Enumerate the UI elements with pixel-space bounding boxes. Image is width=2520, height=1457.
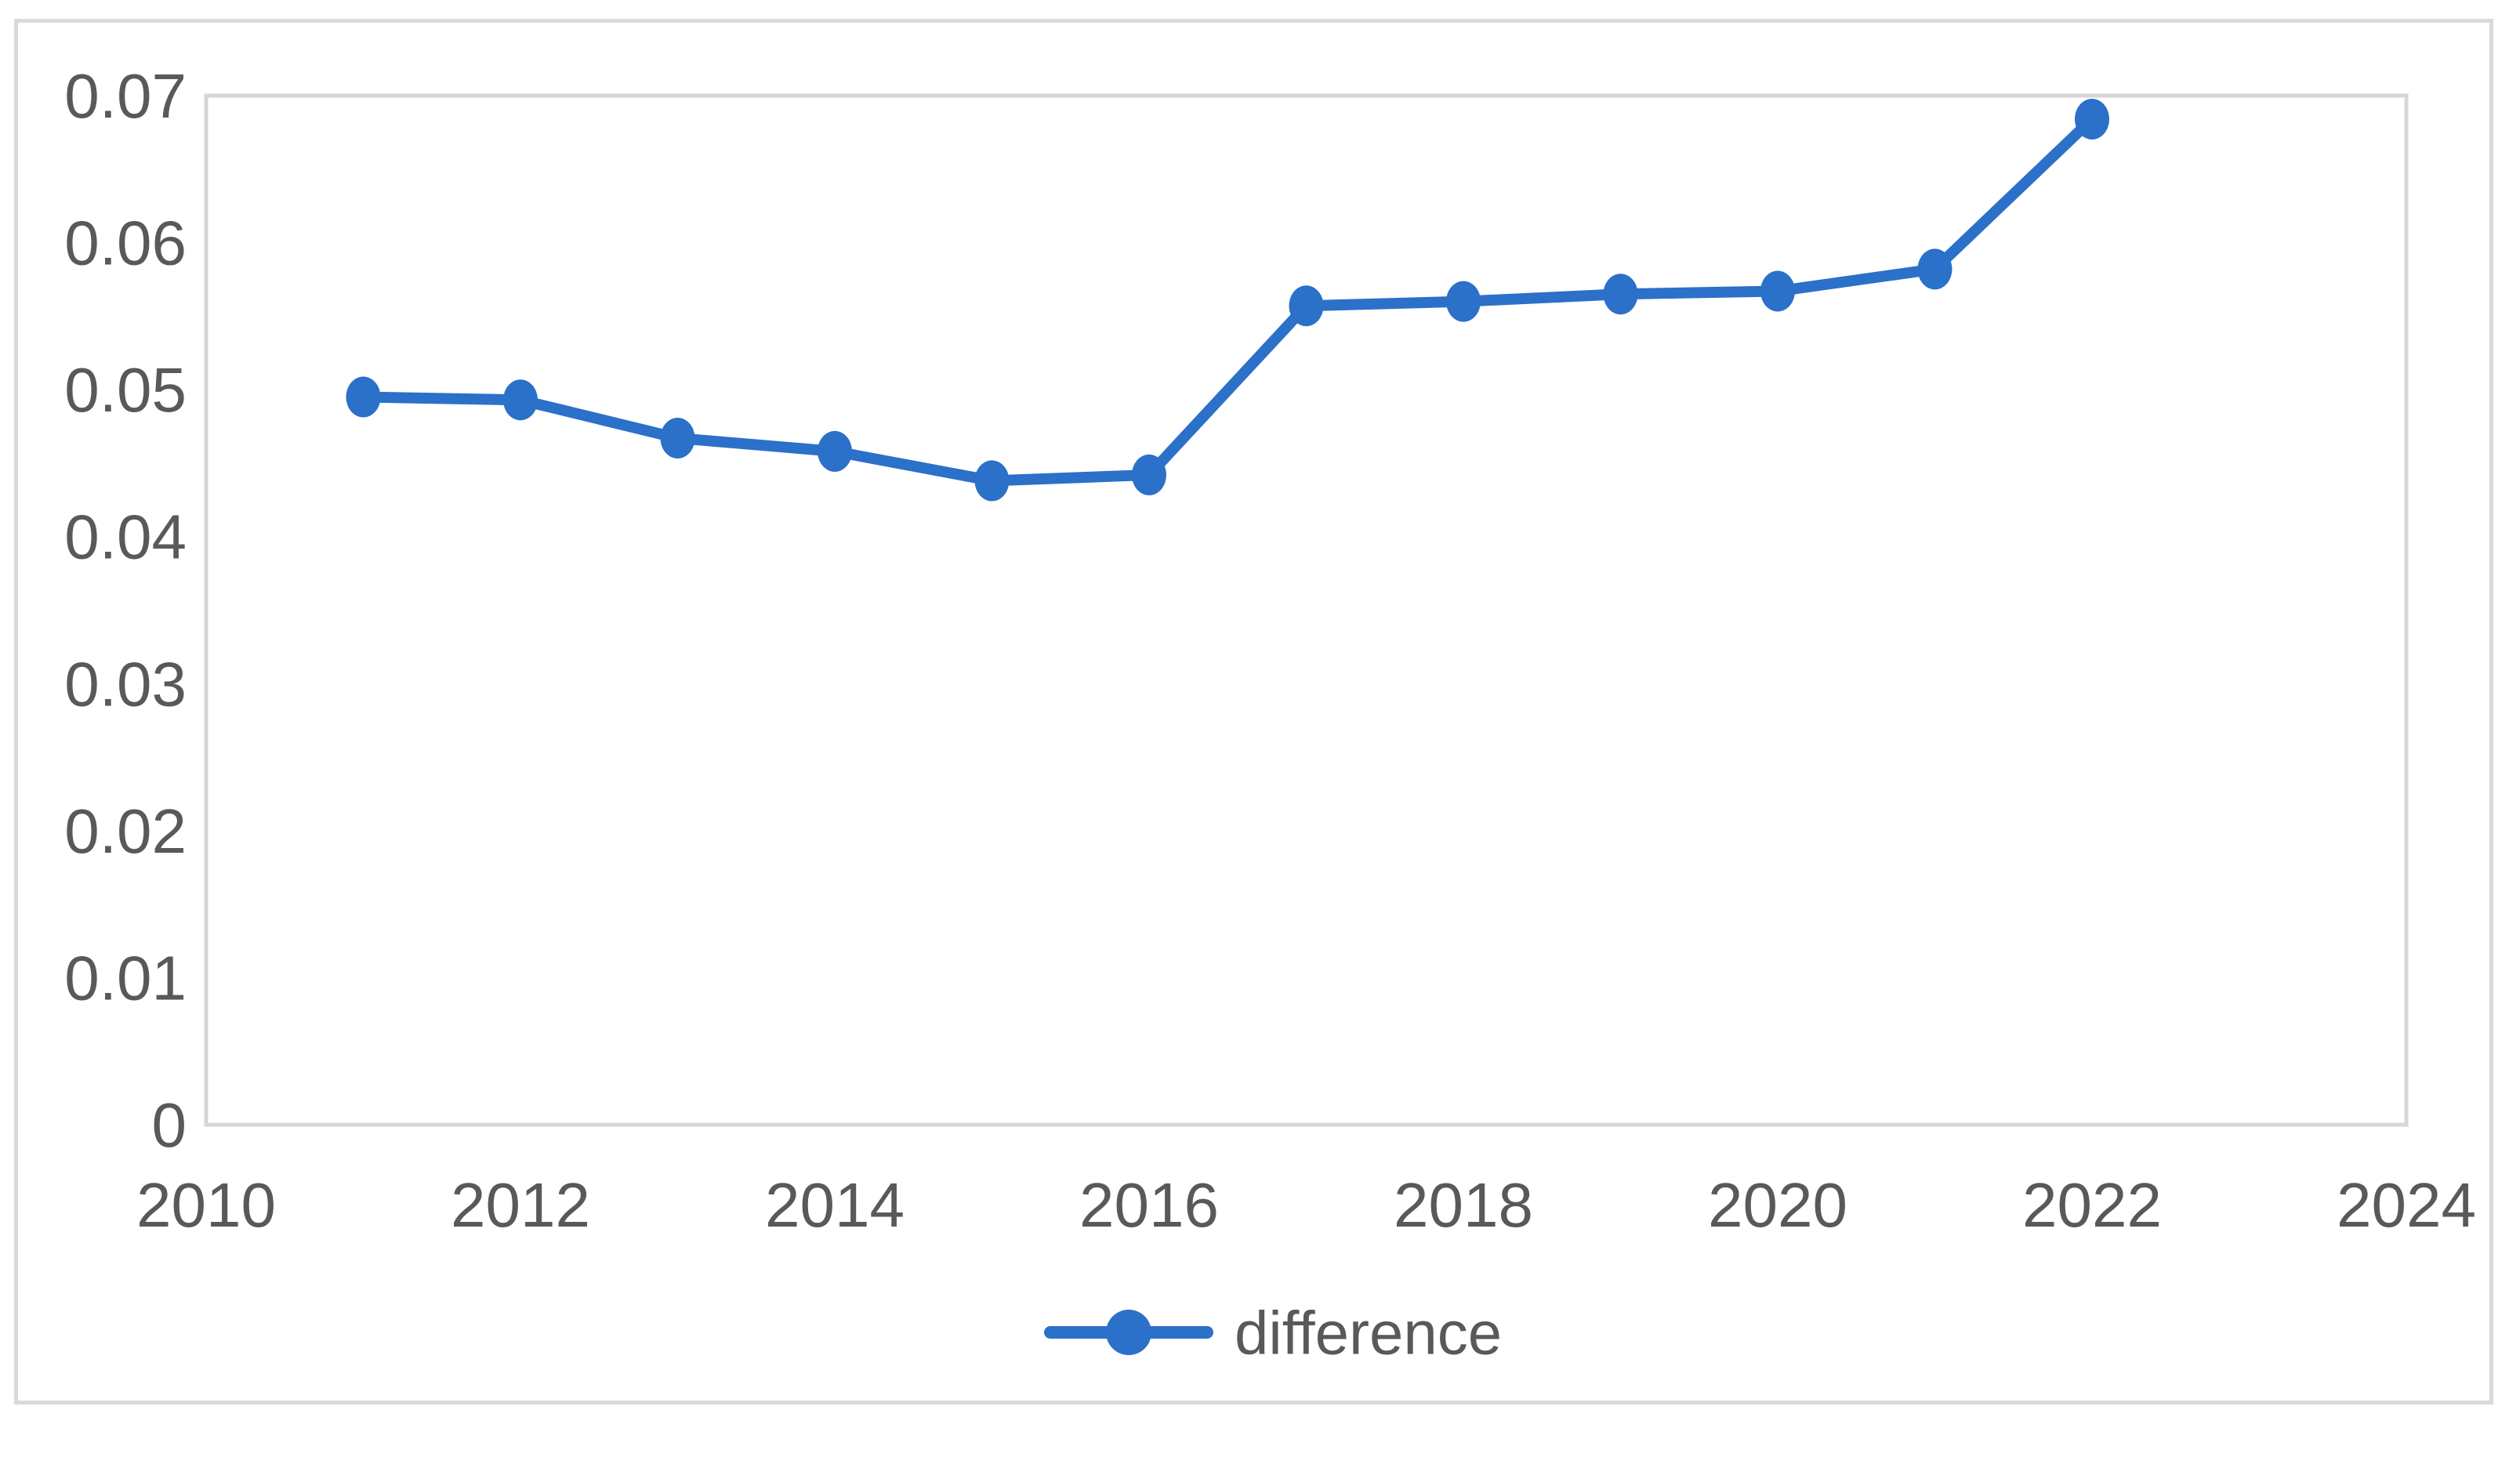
chart-outer-border [14, 19, 2493, 1404]
x-tick-label-2010: 2010 [136, 1170, 276, 1240]
y-axis-tick-labels: 0 0.01 0.02 0.03 0.04 0.05 0.06 0.07 [64, 61, 187, 1160]
data-point-2022 [2075, 99, 2109, 140]
legend-label: difference [1235, 1298, 1502, 1367]
data-point-2020 [1760, 270, 1795, 312]
x-tick-label-2020: 2020 [1708, 1170, 1847, 1240]
series-line [357, 114, 2098, 487]
y-tick-label-0: 0 [152, 1090, 187, 1160]
data-point-2013 [660, 418, 695, 459]
data-point-2018 [1446, 281, 1481, 322]
difference-series [346, 99, 2109, 502]
data-point-2014 [818, 430, 852, 472]
y-tick-label-0.02: 0.02 [64, 796, 187, 866]
plot-area-border [204, 93, 2409, 1127]
y-tick-label-0.05: 0.05 [64, 355, 187, 425]
x-axis-tick-labels: 2010 2012 2014 2016 2018 2020 2022 2024 [136, 1170, 2476, 1240]
data-point-2016 [1132, 454, 1166, 495]
y-tick-label-0.04: 0.04 [64, 502, 187, 572]
data-point-2019 [1603, 274, 1638, 315]
x-tick-label-2024: 2024 [2337, 1170, 2476, 1240]
x-tick-label-2022: 2022 [2022, 1170, 2162, 1240]
x-tick-label-2012: 2012 [451, 1170, 590, 1240]
x-tick-label-2018: 2018 [1394, 1170, 1533, 1240]
data-point-2012 [503, 379, 538, 421]
data-point-2015 [974, 460, 1010, 502]
y-tick-label-0.06: 0.06 [64, 208, 187, 278]
y-tick-label-0.01: 0.01 [64, 943, 187, 1013]
data-point-2017 [1289, 285, 1324, 327]
data-point-2011 [346, 376, 381, 418]
legend-marker [1106, 1310, 1151, 1355]
data-point-2021 [1917, 248, 1953, 290]
plot-border-rect [204, 93, 2409, 1127]
y-tick-label-0.07: 0.07 [64, 61, 187, 131]
y-tick-label-0.03: 0.03 [64, 649, 187, 719]
x-tick-label-2014: 2014 [765, 1170, 905, 1240]
legend: difference [1044, 1298, 1502, 1367]
x-tick-label-2016: 2016 [1079, 1170, 1219, 1240]
